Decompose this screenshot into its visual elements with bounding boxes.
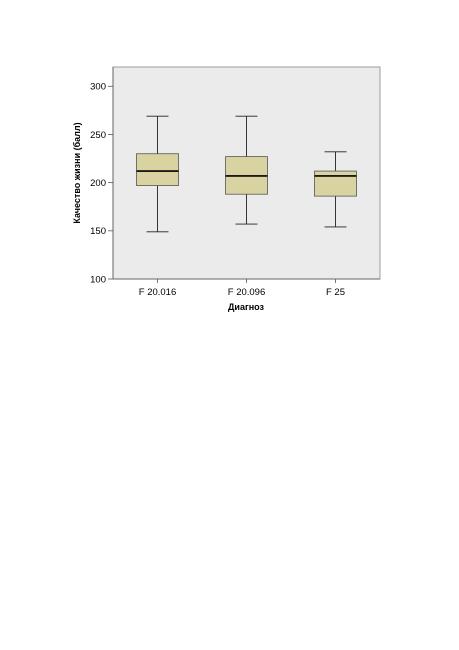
iqr-box <box>314 170 357 197</box>
y-tick-label: 100 <box>90 274 106 285</box>
x-tick-label: F 25 <box>326 287 345 298</box>
boxes <box>136 115 357 233</box>
x-tick-label: F 20.096 <box>228 287 266 298</box>
box-group <box>136 115 179 233</box>
y-tick-label: 250 <box>90 130 106 141</box>
y-axis-title: Качество жизни (балл) <box>72 122 82 223</box>
box-group <box>314 151 357 228</box>
iqr-box <box>136 153 179 186</box>
box-group <box>225 115 268 225</box>
x-tick-label: F 20.016 <box>139 287 177 298</box>
y-axis-ticks: 100 150 200 250 300 <box>90 82 113 285</box>
x-axis-ticks: F 20.016 F 20.096 F 25 <box>139 279 345 298</box>
y-tick-label: 150 <box>90 226 106 237</box>
y-tick-label: 300 <box>90 82 106 93</box>
x-axis-title: Диагноз <box>228 302 265 312</box>
y-tick-label: 200 <box>90 178 106 189</box>
